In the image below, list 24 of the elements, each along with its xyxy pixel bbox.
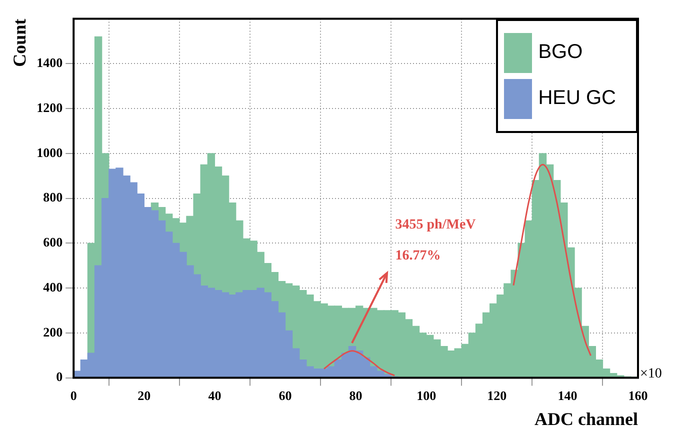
y-tick-label: 1400 — [36, 55, 63, 70]
x-tick-label: 100 — [416, 388, 436, 403]
y-tick-label: 400 — [43, 279, 63, 294]
x-tick-label: 160 — [628, 388, 648, 403]
x-tick-label: 0 — [70, 388, 77, 403]
legend-label: HEU GC — [538, 87, 616, 110]
y-tick-label: 800 — [43, 190, 63, 205]
legend-label: BGO — [538, 41, 583, 64]
annotation: 3455 ph/MeV — [395, 217, 476, 232]
y-tick-label: 0 — [56, 369, 63, 384]
y-tick-label: 1000 — [36, 144, 63, 160]
y-axis-title: Count — [9, 18, 30, 67]
y-tick-label: 1200 — [36, 100, 63, 115]
x-tick-label: 20 — [138, 388, 151, 403]
annotation: 16.77% — [395, 248, 441, 264]
y-tick-label: 200 — [43, 324, 63, 340]
x-tick-label: 140 — [558, 388, 578, 403]
x-tick-label: 60 — [278, 388, 292, 403]
x-tick-label: 120 — [487, 388, 507, 403]
text: ×10 — [640, 366, 662, 382]
x-tick-label: 40 — [208, 388, 222, 403]
x-axis-title: ADC channel — [534, 408, 638, 429]
x-tick-label: 80 — [349, 388, 362, 403]
y-tick-label: 600 — [43, 234, 63, 250]
